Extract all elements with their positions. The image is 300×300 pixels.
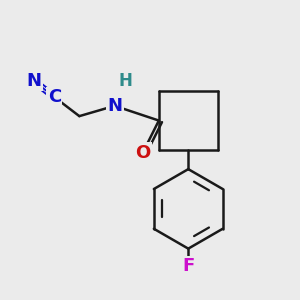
Text: H: H [118,72,132,90]
Text: N: N [107,97,122,115]
Text: N: N [26,72,41,90]
Text: F: F [182,257,194,275]
Text: C: C [48,88,61,106]
Text: O: O [135,144,150,162]
